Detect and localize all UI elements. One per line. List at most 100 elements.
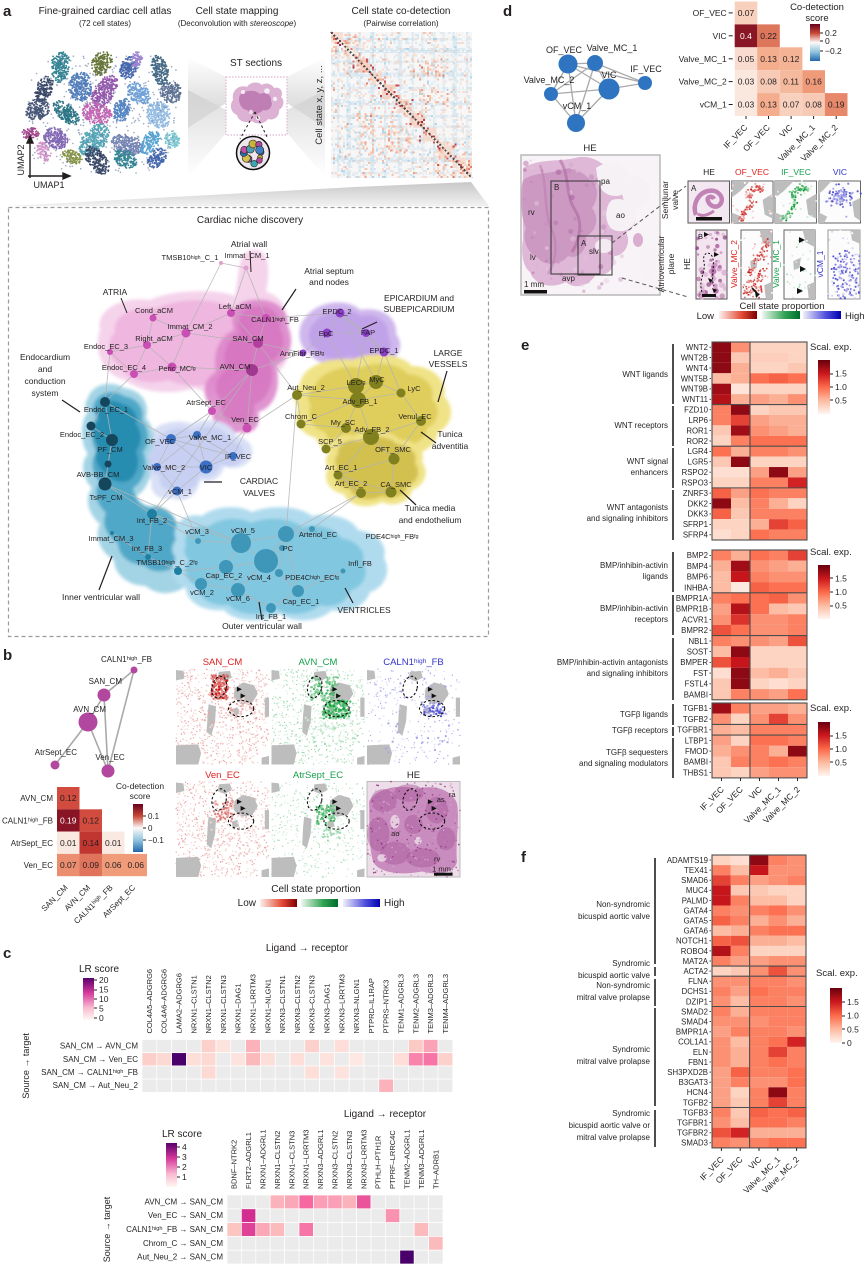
svg-text:f: f bbox=[521, 849, 527, 866]
svg-text:ATRIA: ATRIA bbox=[103, 287, 128, 297]
svg-text:ACVR1: ACVR1 bbox=[682, 615, 708, 624]
svg-text:0.07: 0.07 bbox=[60, 860, 77, 870]
svg-text:Syndromic: Syndromic bbox=[612, 959, 650, 968]
svg-text:SAN_CM → Ven_EC: SAN_CM → Ven_EC bbox=[63, 1055, 138, 1064]
svg-text:CARDIAC: CARDIAC bbox=[240, 476, 278, 486]
svg-text:NRXN3–CLSTN3: NRXN3–CLSTN3 bbox=[308, 975, 317, 1033]
svg-text:a: a bbox=[3, 3, 12, 20]
svg-text:0.16: 0.16 bbox=[805, 77, 822, 87]
svg-text:Right_aCM: Right_aCM bbox=[135, 334, 173, 343]
svg-text:Immat_CM_3: Immat_CM_3 bbox=[88, 534, 133, 543]
svg-text:ROBO4: ROBO4 bbox=[681, 947, 709, 956]
svg-text:DKK3: DKK3 bbox=[688, 510, 708, 519]
svg-text:as: as bbox=[437, 795, 445, 804]
svg-text:Int_FB_3: Int_FB_3 bbox=[132, 544, 162, 553]
svg-text:Immat_CM_2: Immat_CM_2 bbox=[167, 322, 212, 331]
svg-text:Valve_MC_2: Valve_MC_2 bbox=[729, 240, 739, 288]
svg-text:Chrom_C → SAN_CM: Chrom_C → SAN_CM bbox=[143, 1239, 223, 1248]
svg-text:LRP6: LRP6 bbox=[688, 416, 708, 425]
svg-text:EPDC_2: EPDC_2 bbox=[322, 307, 351, 316]
svg-text:4: 4 bbox=[182, 1142, 187, 1152]
svg-text:WNT signal: WNT signal bbox=[627, 457, 668, 466]
svg-text:5: 5 bbox=[99, 1004, 104, 1014]
svg-text:LR score: LR score bbox=[79, 964, 119, 975]
svg-text:score: score bbox=[130, 791, 151, 801]
svg-text:WNT2: WNT2 bbox=[686, 343, 708, 352]
svg-text:TENM3–ADGRL1: TENM3–ADGRL1 bbox=[417, 1129, 426, 1189]
svg-text:High: High bbox=[384, 898, 405, 909]
svg-text:ELN: ELN bbox=[693, 1048, 708, 1057]
svg-text:−0.1: −0.1 bbox=[148, 836, 164, 845]
svg-text:AVB-BB_CM: AVB-BB_CM bbox=[77, 470, 120, 479]
svg-text:Low: Low bbox=[697, 311, 715, 322]
svg-text:WNT9B: WNT9B bbox=[681, 385, 708, 394]
svg-text:0: 0 bbox=[99, 1013, 104, 1023]
svg-text:HE: HE bbox=[583, 143, 596, 154]
svg-text:and endothelium: and endothelium bbox=[399, 515, 462, 525]
svg-text:NRXN3–DAG1: NRXN3–DAG1 bbox=[323, 983, 332, 1033]
svg-text:0.08: 0.08 bbox=[805, 100, 822, 110]
svg-text:TMSB10high_C_2fg: TMSB10high_C_2fg bbox=[136, 558, 197, 567]
svg-text:1.5: 1.5 bbox=[835, 369, 847, 379]
svg-text:LECfg: LECfg bbox=[347, 378, 366, 387]
svg-text:ao: ao bbox=[391, 829, 399, 838]
svg-text:HCN4: HCN4 bbox=[687, 1088, 709, 1097]
svg-text:NRXN1–CLSTN1: NRXN1–CLSTN1 bbox=[189, 975, 198, 1033]
svg-text:DKK2: DKK2 bbox=[688, 499, 708, 508]
svg-text:vCM_4: vCM_4 bbox=[247, 573, 271, 582]
svg-text:EpC: EpC bbox=[319, 329, 334, 338]
svg-text:FAP: FAP bbox=[361, 328, 375, 337]
svg-text:Scal. exp.: Scal. exp. bbox=[810, 547, 852, 558]
svg-text:c: c bbox=[3, 945, 11, 962]
svg-text:20: 20 bbox=[99, 975, 109, 985]
svg-text:Cell state co-detection: Cell state co-detection bbox=[352, 6, 451, 17]
svg-text:NRXN3–CLSTN2: NRXN3–CLSTN2 bbox=[293, 975, 302, 1033]
svg-text:Atrioventricular: Atrioventricular bbox=[656, 235, 666, 292]
svg-text:3: 3 bbox=[182, 1152, 187, 1162]
svg-text:b: b bbox=[3, 647, 12, 664]
svg-text:Cap_EC_2: Cap_EC_2 bbox=[206, 571, 243, 580]
svg-text:BMP/inhibin-activin: BMP/inhibin-activin bbox=[600, 561, 668, 570]
svg-text:SUBEPICARDIUM: SUBEPICARDIUM bbox=[384, 304, 455, 314]
svg-text:Aut_Neu_2: Aut_Neu_2 bbox=[287, 383, 325, 392]
svg-text:0.08: 0.08 bbox=[760, 77, 777, 87]
svg-text:NRXN1–CLSTN2: NRXN1–CLSTN2 bbox=[204, 975, 213, 1033]
svg-text:0.09: 0.09 bbox=[82, 860, 99, 870]
svg-text:Ligand → receptor: Ligand → receptor bbox=[344, 1109, 427, 1120]
svg-text:TENM2–ADGRL3: TENM2–ADGRL3 bbox=[411, 974, 420, 1034]
svg-text:Art_EC_1: Art_EC_1 bbox=[325, 463, 358, 472]
svg-text:SFRP1: SFRP1 bbox=[683, 520, 708, 529]
svg-text:0.12: 0.12 bbox=[783, 54, 800, 64]
svg-text:0.19: 0.19 bbox=[828, 100, 845, 110]
svg-text:Cell state proportion: Cell state proportion bbox=[739, 301, 824, 312]
svg-text:LR score: LR score bbox=[162, 1129, 202, 1140]
svg-text:Cap_EC_1: Cap_EC_1 bbox=[283, 597, 320, 606]
svg-text:AtrSept_EC: AtrSept_EC bbox=[11, 839, 53, 848]
svg-text:VIC: VIC bbox=[200, 463, 213, 472]
svg-text:rv: rv bbox=[528, 208, 535, 217]
svg-text:SFRP4: SFRP4 bbox=[683, 531, 709, 540]
svg-text:15: 15 bbox=[99, 985, 109, 995]
svg-text:Arteriol_EC: Arteriol_EC bbox=[299, 530, 338, 539]
svg-text:THBS1: THBS1 bbox=[683, 768, 708, 777]
svg-text:B3GAT3: B3GAT3 bbox=[679, 1078, 708, 1087]
svg-text:Low: Low bbox=[238, 898, 257, 909]
svg-text:VESSELS: VESSELS bbox=[429, 359, 468, 369]
svg-text:VIC: VIC bbox=[713, 31, 727, 41]
svg-text:AVN_CM: AVN_CM bbox=[299, 657, 338, 668]
svg-text:avp: avp bbox=[562, 274, 575, 283]
svg-text:Endoc_EC_1: Endoc_EC_1 bbox=[84, 405, 128, 414]
svg-text:SAN_CM: SAN_CM bbox=[232, 334, 263, 343]
svg-text:−0.2: −0.2 bbox=[825, 46, 842, 56]
svg-text:Syndromic: Syndromic bbox=[612, 1109, 650, 1118]
svg-text:Peric_MCfg: Peric_MCfg bbox=[158, 364, 195, 373]
svg-text:Valve_MC_2: Valve_MC_2 bbox=[524, 75, 575, 85]
svg-text:vCM_1: vCM_1 bbox=[563, 101, 592, 111]
svg-text:ao: ao bbox=[616, 211, 625, 220]
svg-text:vCM_1: vCM_1 bbox=[700, 100, 727, 110]
svg-text:TGFβ sequesters: TGFβ sequesters bbox=[606, 748, 668, 757]
svg-text:BMPR1A: BMPR1A bbox=[676, 594, 709, 603]
svg-text:(Deconvolution with stereoscop: (Deconvolution with stereoscope) bbox=[178, 19, 297, 28]
svg-text:BDNF–NTRK2: BDNF–NTRK2 bbox=[230, 1140, 239, 1189]
svg-text:TGFβ receptors: TGFβ receptors bbox=[612, 726, 668, 735]
